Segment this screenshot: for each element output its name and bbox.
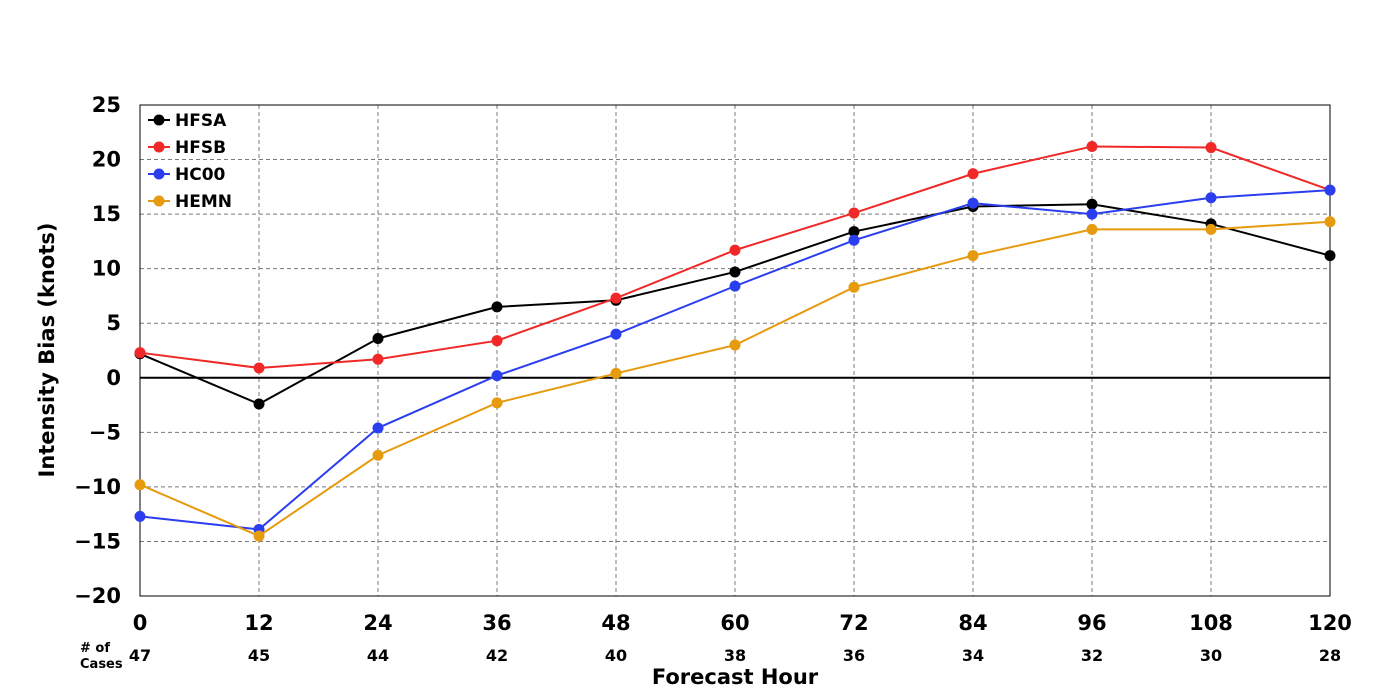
data-point xyxy=(134,479,146,491)
case-count: 45 xyxy=(248,646,270,665)
case-count: 42 xyxy=(486,646,508,665)
legend-swatch-marker xyxy=(153,114,165,126)
x-tick-label: 120 xyxy=(1308,611,1352,635)
data-point xyxy=(1205,192,1217,204)
data-point xyxy=(1205,142,1217,154)
data-point xyxy=(253,362,265,374)
y-tick-label: 10 xyxy=(92,257,121,281)
data-point xyxy=(729,339,741,351)
legend-swatch-marker xyxy=(153,195,165,207)
data-point xyxy=(372,449,384,461)
data-point xyxy=(134,510,146,522)
x-tick-label: 60 xyxy=(720,611,749,635)
data-point xyxy=(372,332,384,344)
x-axis-title: Forecast Hour xyxy=(652,665,819,689)
legend-swatch-marker xyxy=(153,168,165,180)
case-count: 44 xyxy=(367,646,389,665)
data-point xyxy=(848,281,860,293)
y-tick-label: 15 xyxy=(92,202,121,226)
x-tick-label: 72 xyxy=(839,611,868,635)
case-count: 40 xyxy=(605,646,627,665)
case-count: 30 xyxy=(1200,646,1222,665)
legend-entry-hc00: HC00 xyxy=(148,165,226,185)
y-axis-title: Intensity Bias (knots) xyxy=(35,223,59,478)
series-hemn xyxy=(134,216,1336,542)
legend-entry-hfsb: HFSB xyxy=(148,138,226,158)
data-point xyxy=(1324,250,1336,262)
data-point xyxy=(848,207,860,219)
y-tick-label: 0 xyxy=(106,366,121,390)
data-point xyxy=(134,347,146,359)
legend-label: HFSB xyxy=(175,138,226,158)
y-tick-label: 25 xyxy=(92,93,121,117)
legend-label: HFSA xyxy=(175,111,227,131)
data-point xyxy=(848,226,860,238)
data-point xyxy=(491,370,503,382)
data-point xyxy=(253,398,265,410)
cases-title-line1: # of xyxy=(80,641,110,656)
data-point xyxy=(967,168,979,180)
data-point xyxy=(610,367,622,379)
series-hc00 xyxy=(134,184,1336,535)
data-point xyxy=(610,328,622,340)
x-tick-label: 36 xyxy=(482,611,511,635)
case-count: 32 xyxy=(1081,646,1103,665)
y-tick-label: 5 xyxy=(106,311,121,335)
data-point xyxy=(491,335,503,347)
x-tick-label: 48 xyxy=(601,611,630,635)
data-point xyxy=(848,234,860,246)
legend-entry-hemn: HEMN xyxy=(148,192,232,212)
data-point xyxy=(491,301,503,313)
data-point xyxy=(253,530,265,542)
legend-swatch-marker xyxy=(153,141,165,153)
data-point xyxy=(729,244,741,256)
legend-label: HEMN xyxy=(175,192,232,212)
data-point xyxy=(1086,223,1098,235)
data-point xyxy=(372,422,384,434)
grid-lines xyxy=(140,105,1330,596)
data-point xyxy=(491,397,503,409)
legend: HFSA HFSB HC00 HEMN xyxy=(148,111,232,212)
case-count: 36 xyxy=(843,646,865,665)
case-count: 38 xyxy=(724,646,746,665)
x-tick-label: 84 xyxy=(958,611,987,635)
y-tick-label: −15 xyxy=(74,529,121,553)
data-point xyxy=(1086,208,1098,220)
data-point xyxy=(729,266,741,278)
x-tick-label: 0 xyxy=(133,611,148,635)
x-tick-label: 12 xyxy=(244,611,273,635)
data-point xyxy=(967,250,979,262)
legend-label: HC00 xyxy=(175,165,226,185)
y-tick-label: −20 xyxy=(74,584,121,608)
data-point xyxy=(372,353,384,365)
data-point xyxy=(967,197,979,209)
y-tick-labels: 25 20 15 10 5 0 −10 −5 −15 −20 xyxy=(74,93,121,608)
x-tick-label: 96 xyxy=(1077,611,1106,635)
series-line xyxy=(139,145,1331,369)
y-tick-label: −10 xyxy=(74,475,121,499)
data-point xyxy=(1086,198,1098,210)
series-layer xyxy=(134,140,1336,542)
case-count: 28 xyxy=(1319,646,1341,665)
cases-title-line2: Cases xyxy=(80,657,123,672)
x-tick-label: 108 xyxy=(1189,611,1233,635)
x-tick-label: 24 xyxy=(363,611,392,635)
case-count: 47 xyxy=(129,646,151,665)
data-point xyxy=(1205,223,1217,235)
case-count: 34 xyxy=(962,646,984,665)
cases-row: # of Cases 47 45 44 42 40 38 36 34 32 30 28 xyxy=(80,641,1341,672)
y-tick-label: −5 xyxy=(89,420,121,444)
data-point xyxy=(1324,184,1336,196)
x-tick-labels: 0 12 24 36 48 60 72 84 96 108 120 xyxy=(133,611,1352,635)
data-point xyxy=(1086,140,1098,152)
y-tick-label: 20 xyxy=(92,148,121,172)
data-point xyxy=(610,292,622,304)
data-point xyxy=(1324,216,1336,228)
legend-entry-hfsa: HFSA xyxy=(148,111,227,131)
data-point xyxy=(729,280,741,292)
